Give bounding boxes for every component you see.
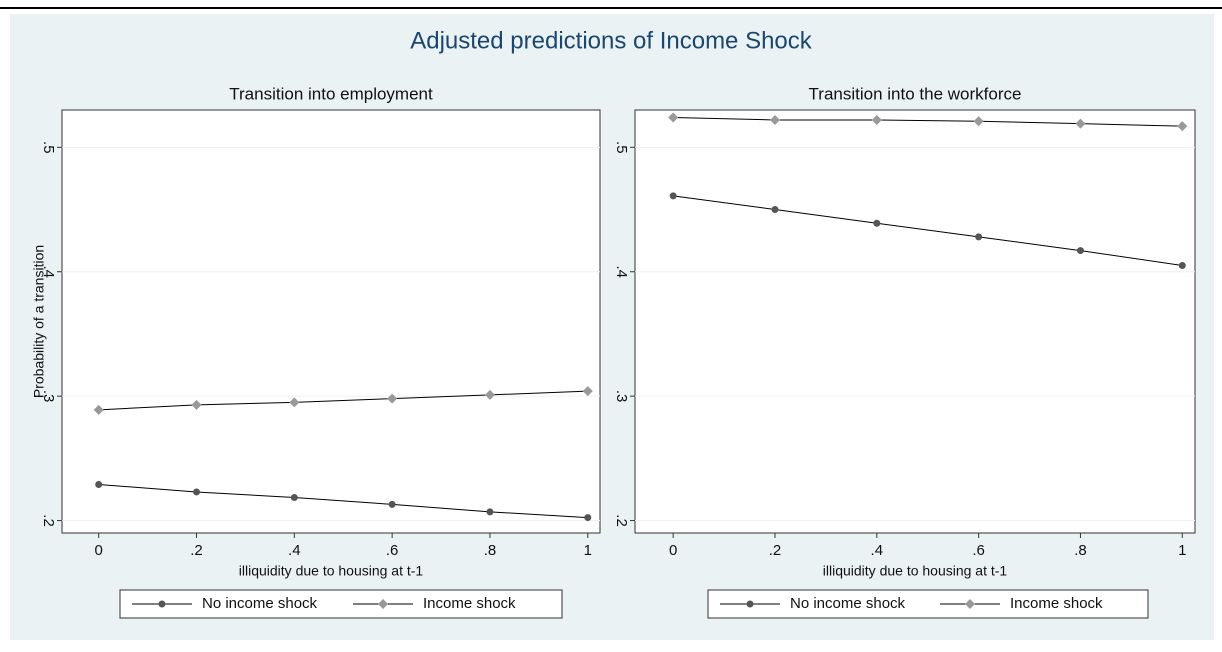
legend-label: No income shock (790, 595, 906, 612)
legend-label: No income shock (202, 595, 318, 612)
point (871, 114, 882, 125)
x-tick-label: 1 (584, 542, 592, 559)
x-tick-label: .8 (1074, 542, 1087, 559)
legend-label: Income shock (1010, 595, 1103, 612)
point (770, 114, 780, 125)
x-tick-label: 0 (669, 542, 677, 559)
legend-label: Income shock (423, 595, 516, 612)
point (771, 206, 779, 214)
figure-title: Adjusted predictions of Income Shock (410, 27, 813, 54)
plot-area (61, 109, 601, 534)
y-axis-label: Probability of a transition (31, 245, 47, 398)
point (387, 393, 398, 404)
point (1075, 118, 1086, 129)
point (290, 494, 298, 502)
point (584, 514, 592, 522)
y-tick-label: .3 (613, 390, 630, 403)
panel-title: Transition into employment (229, 84, 433, 103)
y-tick-label: .4 (40, 265, 57, 278)
x-tick-label: 0 (95, 542, 103, 559)
x-axis-label: illiquidity due to housing at t-1 (239, 563, 424, 579)
series-line (673, 195, 1183, 267)
point (1178, 262, 1186, 270)
legend-marker (746, 600, 754, 608)
point (668, 112, 679, 123)
x-tick-label: .6 (386, 542, 399, 559)
x-tick-label: .2 (190, 542, 203, 559)
y-tick-label: .5 (613, 141, 630, 154)
point (191, 399, 202, 410)
y-tick-label: .2 (613, 514, 630, 527)
series-line (98, 390, 588, 411)
point (1076, 247, 1084, 255)
x-tick-label: 1 (1178, 542, 1186, 559)
legend-box (707, 589, 1149, 619)
legend-box (119, 589, 563, 619)
x-tick-label: .8 (484, 542, 497, 559)
y-tick-label: .5 (40, 141, 57, 154)
series-line (673, 116, 1183, 127)
x-axis-label: illiquidity due to housing at t-1 (823, 563, 1008, 579)
point (95, 480, 103, 488)
point (1177, 121, 1188, 132)
point (975, 233, 983, 241)
point (93, 404, 104, 415)
point (289, 397, 300, 408)
plot-area (634, 109, 1196, 534)
x-tick-label: .4 (288, 542, 301, 559)
legend-marker (158, 600, 166, 608)
legend-marker (965, 599, 975, 609)
point (973, 116, 984, 127)
point (193, 488, 200, 496)
point (484, 389, 495, 400)
x-tick-label: .4 (871, 542, 884, 559)
point (486, 508, 494, 516)
point (669, 192, 677, 200)
point (582, 386, 593, 397)
x-tick-label: .2 (769, 542, 782, 559)
series-line (98, 483, 588, 519)
point (388, 500, 396, 508)
y-tick-label: .4 (613, 265, 630, 278)
point (873, 219, 881, 227)
panel-title: Transition into the workforce (809, 84, 1022, 103)
x-tick-label: .6 (972, 542, 985, 559)
y-tick-label: .3 (40, 390, 57, 403)
y-tick-label: .2 (40, 514, 57, 527)
legend-marker (378, 599, 388, 609)
